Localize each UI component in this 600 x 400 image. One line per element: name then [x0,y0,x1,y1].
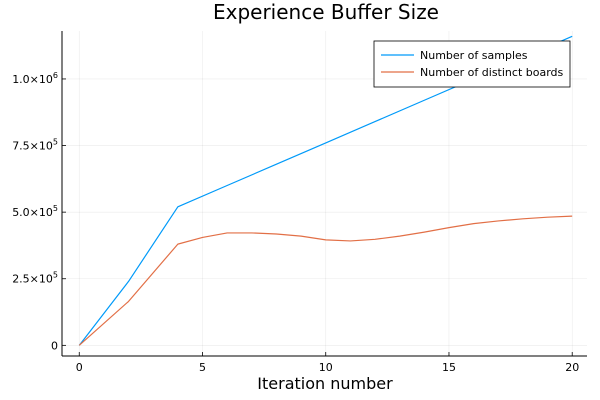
y-tick-label: 0 [51,339,58,352]
y-tick-label: 2.5×105 [12,271,58,286]
legend-box [373,40,571,88]
axes [61,31,587,357]
x-axis-label: Iteration number [257,374,393,393]
y-tick-label: 5.0×105 [12,204,58,219]
legend: Number of samples Number of distinct boar… [373,40,571,88]
x-tick-label: 20 [565,361,579,374]
x-tick-label: 10 [319,361,333,374]
y-tick-label: 7.5×105 [12,138,58,153]
series-line-2 [78,215,573,346]
x-ticks: 0 5 10 15 20 [76,352,579,374]
legend-label: Number of samples [420,49,528,62]
x-tick-label: 5 [199,361,206,374]
legend-label: Number of distinct boards [420,66,564,79]
x-tick-label: 15 [442,361,456,374]
chart-title: Experience Buffer Size [213,0,439,24]
y-tick-label: 1.0×106 [12,71,58,86]
x-tick-label: 0 [76,361,83,374]
y-ticks: 0 2.5×105 5.0×105 7.5×105 1.0×106 [12,71,66,352]
